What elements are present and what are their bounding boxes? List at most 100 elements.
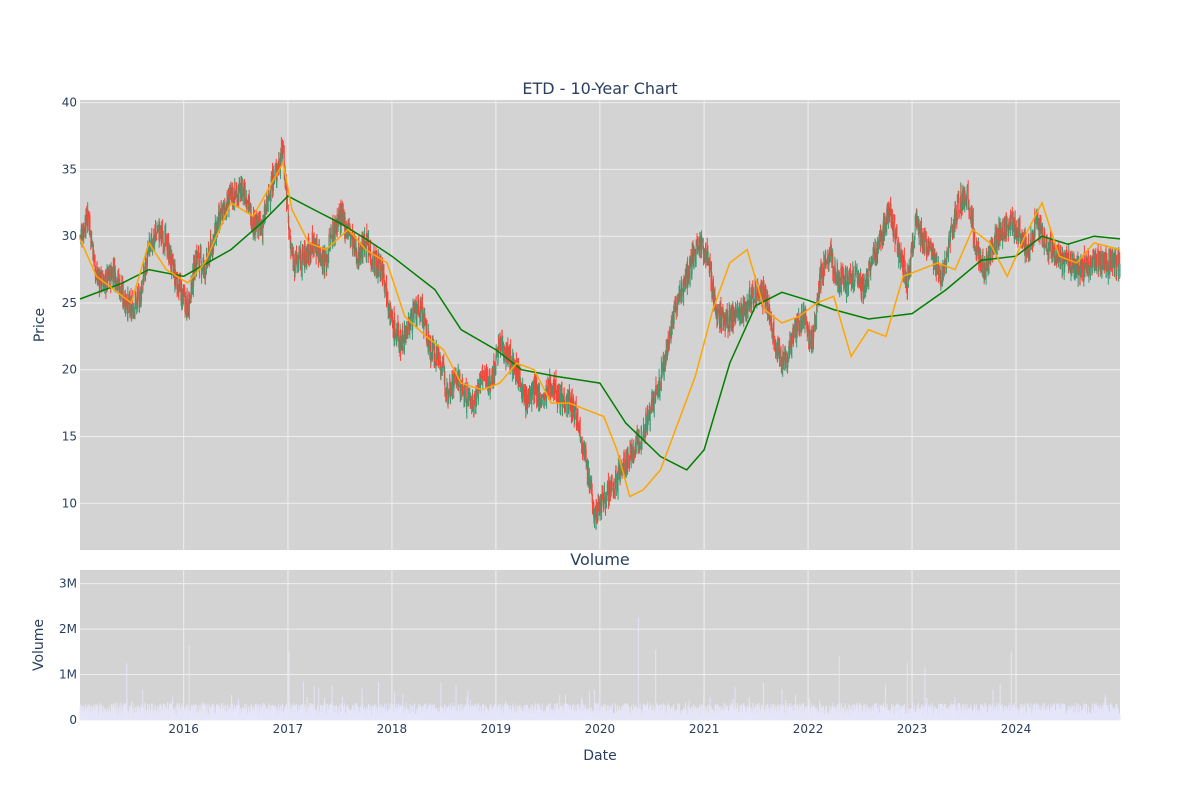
volume-bar — [154, 704, 156, 720]
volume-bar — [659, 704, 661, 720]
volume-bar — [255, 704, 256, 720]
volume-bar — [956, 704, 958, 720]
volume-bar — [562, 713, 564, 720]
volume-bar — [203, 705, 205, 720]
volume-bar — [764, 704, 766, 720]
volume-bar — [223, 707, 225, 720]
volume-bar — [478, 704, 480, 720]
volume-bar — [990, 712, 992, 720]
volume-bar — [944, 704, 946, 720]
volume-bar — [83, 705, 85, 720]
volume-bar — [466, 697, 468, 720]
volume-bar — [903, 706, 905, 720]
volume-bar — [1001, 703, 1003, 720]
volume-bar — [488, 713, 490, 720]
volume-bar — [361, 687, 363, 720]
volume-bar — [149, 711, 151, 720]
volume-bar — [611, 703, 613, 720]
volume-bar — [739, 706, 741, 720]
volume-bar — [707, 712, 709, 720]
volume-bar — [159, 704, 161, 720]
volume-bar — [958, 703, 959, 720]
volume-bar — [625, 704, 626, 720]
volume-bar — [734, 687, 736, 720]
volume-bar — [837, 703, 839, 720]
volume-bar — [471, 705, 473, 720]
volume-bar — [448, 705, 450, 720]
volume-bar — [958, 703, 960, 720]
volume-bar — [233, 709, 235, 720]
volume-bar — [651, 710, 653, 720]
volume-bar — [725, 706, 727, 720]
volume-bar — [259, 712, 260, 720]
volume-bar — [188, 645, 190, 720]
volume-bar — [496, 705, 498, 720]
volume-bar — [454, 706, 456, 720]
volume-bar — [314, 709, 316, 720]
volume-bar — [992, 689, 994, 720]
volume-bar — [408, 713, 410, 720]
volume-bar — [219, 705, 221, 720]
volume-bar — [711, 708, 713, 720]
volume-bar — [527, 705, 529, 720]
volume-bar — [966, 710, 968, 720]
volume-bar — [876, 702, 877, 720]
volume-bar — [446, 707, 448, 720]
volume-bar — [476, 712, 478, 720]
volume-bar — [209, 714, 211, 720]
volume-bar — [192, 705, 194, 720]
volume-bar — [442, 712, 444, 720]
volume-bar — [392, 704, 394, 720]
volume-bar — [145, 709, 147, 720]
volume-bar — [948, 710, 950, 720]
volume-bar — [1012, 705, 1014, 720]
volume-bar — [370, 705, 372, 720]
price-y-tick-labels: 10 15 20 25 30 35 40 — [62, 96, 77, 511]
volume-bar — [863, 704, 865, 720]
volume-bar — [517, 705, 519, 720]
volume-bar — [617, 709, 619, 720]
volume-bar — [884, 684, 886, 720]
volume-bar — [512, 703, 514, 720]
volume-bar — [422, 705, 424, 720]
volume-bar — [552, 713, 554, 720]
volume-bar — [468, 704, 470, 720]
volume-bar — [354, 703, 356, 720]
volume-bar — [263, 703, 264, 720]
volume-bar — [286, 703, 288, 720]
volume-bar — [823, 714, 825, 720]
volume-bar — [271, 705, 272, 720]
volume-bar — [667, 707, 669, 720]
volume-bar — [197, 714, 199, 720]
volume-bar — [524, 712, 526, 720]
volume-bar — [348, 708, 350, 720]
volume-bar — [561, 705, 562, 720]
volume-bar — [926, 697, 928, 720]
volume-bar — [141, 707, 143, 720]
volume-bar — [241, 712, 243, 720]
volume-bar — [526, 705, 528, 720]
volume-bar — [625, 703, 627, 720]
volume-bar — [841, 702, 842, 720]
volume-bar — [352, 705, 354, 720]
volume-bar — [538, 715, 540, 720]
volume-bar — [432, 709, 434, 720]
volume-bar — [238, 704, 240, 720]
volume-bar — [356, 707, 358, 720]
volume-bar — [658, 704, 660, 720]
volume-bar — [502, 704, 504, 720]
volume-bar — [455, 685, 457, 720]
volume-bar — [782, 704, 784, 720]
volume-bar — [181, 704, 183, 720]
volume-bar — [627, 705, 629, 720]
volume-bar — [107, 711, 109, 720]
volume-bar — [762, 682, 764, 720]
volume-bar — [604, 706, 605, 720]
volume-bar — [310, 703, 312, 720]
volume-bar — [483, 706, 485, 720]
volume-bar — [185, 707, 187, 720]
volume-bar — [855, 709, 857, 720]
volume-bar — [819, 711, 821, 720]
volume-bar — [81, 705, 83, 720]
price-chart-title: ETD - 10-Year Chart — [522, 79, 677, 98]
